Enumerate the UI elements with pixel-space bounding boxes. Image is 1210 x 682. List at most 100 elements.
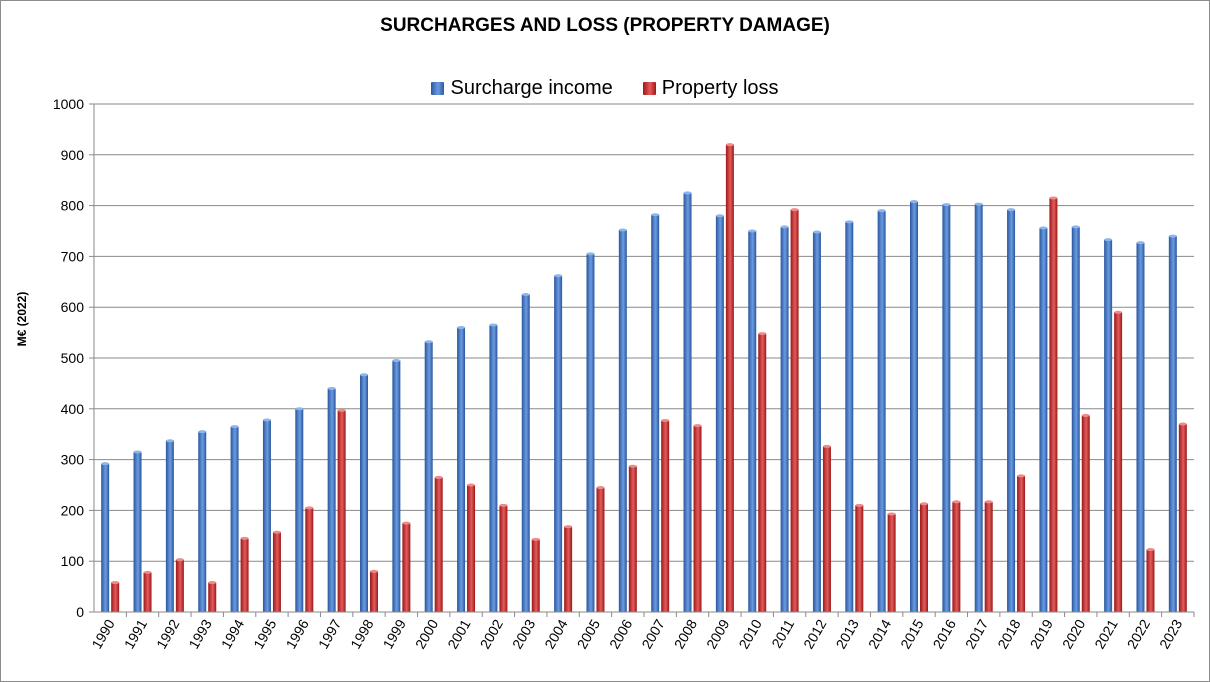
bar-surcharge-income-top bbox=[683, 191, 692, 195]
x-tick-label: 2010 bbox=[735, 616, 765, 651]
x-tick-label: 1992 bbox=[153, 616, 183, 651]
y-tick-label: 900 bbox=[61, 147, 85, 163]
bar-property-loss bbox=[984, 501, 993, 612]
bar-property-loss-top bbox=[370, 569, 378, 573]
bar-surcharge-income bbox=[392, 360, 401, 612]
bar-surcharge-income-top bbox=[327, 386, 336, 390]
legend-item-property-loss: Property loss bbox=[642, 77, 779, 100]
bar-surcharge-income-top bbox=[812, 230, 821, 234]
bar-property-loss-top bbox=[272, 530, 281, 534]
bar-property-loss bbox=[143, 572, 152, 612]
bar-surcharge-income bbox=[586, 253, 595, 613]
bar-surcharge-income bbox=[1104, 239, 1113, 613]
x-tick-label: 2000 bbox=[412, 616, 442, 651]
bar-property-loss bbox=[240, 538, 249, 612]
x-tick-label: 1998 bbox=[347, 616, 377, 651]
bar-surcharge-income-top bbox=[845, 220, 854, 224]
x-tick-label: 1996 bbox=[282, 616, 312, 651]
bar-property-loss bbox=[402, 523, 411, 612]
bar-surcharge-income bbox=[198, 431, 207, 612]
bar-surcharge-income bbox=[360, 374, 368, 612]
bar-surcharge-income-top bbox=[489, 323, 498, 327]
x-tick-label: 2016 bbox=[930, 616, 960, 651]
bar-surcharge-income-top bbox=[392, 359, 401, 363]
bar-surcharge-income-top bbox=[877, 209, 886, 213]
bar-surcharge-income bbox=[942, 204, 951, 613]
bar-surcharge-income bbox=[1007, 209, 1016, 612]
bar-property-loss-top bbox=[661, 418, 670, 422]
chart-legend: Surcharge income Property loss bbox=[1, 77, 1209, 100]
bar-property-loss bbox=[208, 582, 217, 612]
x-tick-label: 2014 bbox=[865, 616, 895, 651]
bar-surcharge-income-top bbox=[586, 252, 595, 256]
bar-surcharge-income bbox=[165, 440, 174, 612]
y-tick-label: 500 bbox=[61, 350, 85, 366]
bar-property-loss bbox=[175, 559, 184, 612]
bar-surcharge-income bbox=[424, 341, 433, 612]
bar-surcharge-income bbox=[554, 275, 563, 612]
bar-surcharge-income-top bbox=[748, 229, 757, 233]
bar-surcharge-income bbox=[230, 426, 239, 612]
y-tick-label: 600 bbox=[61, 299, 85, 315]
bar-property-loss-top bbox=[1146, 548, 1155, 552]
x-tick-label: 2023 bbox=[1156, 616, 1186, 651]
y-tick-label: 400 bbox=[61, 401, 85, 417]
x-tick-label: 1994 bbox=[218, 616, 248, 651]
bar-property-loss bbox=[272, 532, 281, 612]
bar-surcharge-income bbox=[295, 408, 304, 612]
bar-property-loss-top bbox=[855, 503, 864, 507]
x-tick-label: 2020 bbox=[1059, 616, 1089, 651]
bar-surcharge-income-top bbox=[1039, 226, 1048, 230]
x-tick-label: 2021 bbox=[1091, 616, 1121, 651]
bar-property-loss bbox=[531, 539, 540, 612]
bar-property-loss bbox=[564, 526, 573, 612]
x-tick-label: 1995 bbox=[250, 616, 280, 651]
bar-property-loss-top bbox=[1017, 474, 1026, 478]
x-tick-label: 1993 bbox=[185, 616, 215, 651]
bar-property-loss-top bbox=[564, 525, 573, 529]
bar-surcharge-income bbox=[521, 294, 530, 612]
bar-surcharge-income-top bbox=[457, 326, 466, 330]
y-tick-label: 0 bbox=[76, 604, 84, 620]
x-tick-label: 1999 bbox=[380, 616, 410, 651]
bar-property-loss bbox=[370, 571, 378, 612]
bar-property-loss bbox=[758, 333, 767, 612]
bar-property-loss bbox=[1114, 312, 1123, 612]
bar-property-loss-top bbox=[1114, 310, 1123, 314]
x-tick-label: 2006 bbox=[606, 616, 636, 651]
x-tick-label: 2011 bbox=[768, 616, 797, 650]
bar-property-loss-top bbox=[499, 503, 508, 507]
legend-item-surcharge-income: Surcharge income bbox=[431, 77, 613, 100]
bar-property-loss bbox=[305, 507, 314, 612]
bar-property-loss bbox=[111, 582, 120, 612]
bar-property-loss bbox=[1178, 424, 1187, 612]
y-tick-label: 700 bbox=[61, 248, 85, 264]
bar-surcharge-income bbox=[683, 192, 692, 612]
bar-property-loss-top bbox=[725, 143, 734, 147]
bar-surcharge-income-top bbox=[942, 203, 951, 207]
bar-property-loss bbox=[920, 503, 928, 612]
bar-surcharge-income-top bbox=[230, 425, 239, 429]
bar-surcharge-income bbox=[974, 204, 983, 613]
bar-surcharge-income bbox=[133, 451, 142, 612]
bar-property-loss bbox=[628, 466, 637, 612]
chart-title: SURCHARGES AND LOSS (PROPERTY DAMAGE) bbox=[380, 15, 830, 36]
bar-property-loss bbox=[693, 425, 702, 612]
bar-surcharge-income bbox=[1136, 242, 1145, 612]
bar-surcharge-income bbox=[1168, 236, 1177, 612]
bar-surcharge-income-top bbox=[1168, 234, 1177, 238]
y-tick-label: 1000 bbox=[53, 96, 84, 112]
bar-property-loss bbox=[952, 501, 961, 612]
x-tick-label: 2008 bbox=[671, 616, 701, 651]
x-tick-label: 2022 bbox=[1124, 616, 1154, 651]
bar-property-loss-top bbox=[111, 581, 120, 585]
bar-property-loss bbox=[1146, 549, 1155, 612]
bar-property-loss bbox=[661, 420, 670, 612]
bar-property-loss-top bbox=[790, 208, 799, 212]
bar-property-loss bbox=[499, 505, 508, 612]
x-tick-label: 2007 bbox=[638, 616, 668, 651]
bar-surcharge-income bbox=[877, 210, 886, 612]
bar-property-loss bbox=[790, 209, 799, 612]
bar-property-loss-top bbox=[887, 512, 896, 516]
bar-surcharge-income bbox=[1071, 226, 1080, 612]
